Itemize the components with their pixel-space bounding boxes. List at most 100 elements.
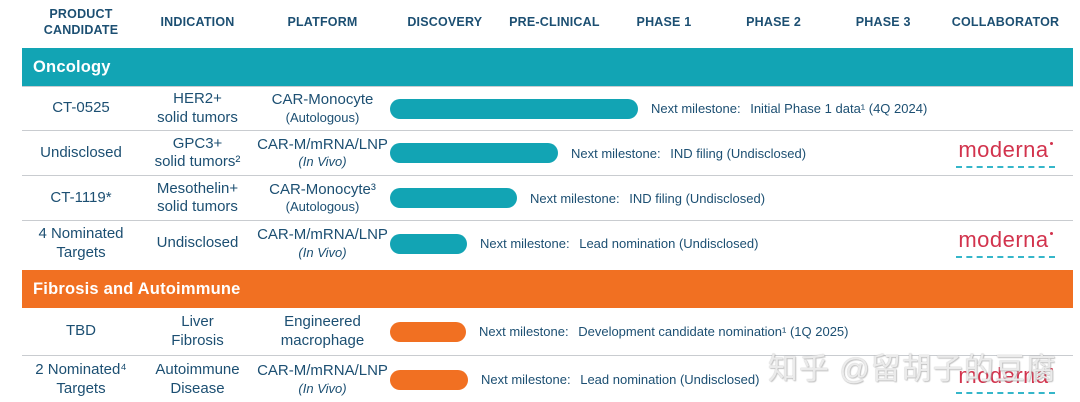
indication-cell: Undisclosed xyxy=(140,234,255,252)
milestone-text: Next milestone: Initial Phase 1 data¹ (4… xyxy=(651,101,927,116)
milestone-value: Lead nomination (Undisclosed) xyxy=(579,236,759,251)
milestone-text: Next milestone: Lead nomination (Undiscl… xyxy=(481,372,759,387)
indication-cell: GPC3+ solid tumors² xyxy=(140,135,255,172)
pipeline-row-ct-1119: CT-1119* Mesothelin+ solid tumors CAR-Mo… xyxy=(22,176,1073,221)
milestone-label: Next milestone: xyxy=(479,324,569,339)
milestone-label: Next milestone: xyxy=(481,372,571,387)
stage-progress-cell: Next milestone: Lead nomination (Undiscl… xyxy=(390,369,938,390)
col-header-phase-1: PHASE 1 xyxy=(636,14,692,29)
milestone-value: Lead nomination (Undisclosed) xyxy=(580,372,760,387)
milestone-value: Development candidate nomination¹ (1Q 20… xyxy=(578,324,849,339)
indication-line: Disease xyxy=(170,379,225,397)
section-title: Fibrosis and Autoimmune xyxy=(33,279,241,298)
progress-bar xyxy=(390,321,466,342)
indication-cell: Autoimmune Disease xyxy=(140,361,255,398)
product-candidate-cell: CT-0525 xyxy=(22,99,140,117)
indication-line: GPC3+ xyxy=(172,134,223,152)
section-header-oncology: Oncology xyxy=(22,48,1073,86)
col-header-collaborator: COLLABORATOR xyxy=(951,14,1060,29)
milestone-label: Next milestone: xyxy=(571,145,661,161)
product-candidate-cell: TBD xyxy=(22,322,140,340)
column-header-row: PRODUCT CANDIDATE INDICATION PLATFORM DI… xyxy=(22,0,1073,44)
section-oncology: Oncology CT-0525 HER2+ solid tumors CAR-… xyxy=(0,48,1080,266)
moderna-logo-text: moderna xyxy=(958,136,1049,162)
moderna-trademark-mark xyxy=(1049,232,1053,235)
product-candidate-cell: 2 Nominated⁴ Targets xyxy=(22,361,140,398)
product-line: Undisclosed xyxy=(40,143,122,161)
platform-subline: (In Vivo) xyxy=(298,154,347,170)
pipeline-row-2-nominated-targets: 2 Nominated⁴ Targets Autoimmune Disease … xyxy=(22,356,1073,402)
platform-cell: CAR-M/mRNA/LNP (In Vivo) xyxy=(255,136,390,170)
milestone-label: Next milestone: xyxy=(480,236,570,251)
collaborator-cell: moderna xyxy=(938,136,1073,168)
section-fibrosis-autoimmune: Fibrosis and Autoimmune TBD Liver Fibros… xyxy=(0,270,1080,402)
platform-line: CAR-Monocyte xyxy=(271,91,374,109)
indication-line: Mesothelin+ xyxy=(156,179,239,197)
col-header-phase-2: PHASE 2 xyxy=(746,14,802,29)
stage-progress-cell: Next milestone: IND filing (Undisclosed) xyxy=(390,188,938,208)
platform-cell: CAR-M/mRNA/LNP (In Vivo) xyxy=(255,362,390,396)
moderna-logo: moderna xyxy=(956,363,1055,394)
col-header-discovery: DISCOVERY xyxy=(407,14,483,29)
indication-line: solid tumors xyxy=(157,108,238,126)
stage-progress-cell: Next milestone: Initial Phase 1 data¹ (4… xyxy=(390,98,938,119)
col-header-pre-clinical: PRE-CLINICAL xyxy=(509,14,600,29)
milestone-value: Initial Phase 1 data¹ (4Q 2024) xyxy=(750,101,928,116)
col-header-line: PRODUCT xyxy=(49,6,113,21)
col-header-phase-3: PHASE 3 xyxy=(855,14,911,29)
progress-bar xyxy=(390,369,468,390)
stage-progress-cell: Next milestone: Lead nomination (Undiscl… xyxy=(390,233,938,254)
indication-line: solid tumors² xyxy=(154,153,241,170)
platform-line: CAR-M/mRNA/LNP xyxy=(257,135,388,153)
platform-line: CAR-Monocyte³ xyxy=(269,180,376,198)
product-line: 4 Nominated xyxy=(38,225,124,243)
col-header-platform: PLATFORM xyxy=(287,14,358,29)
moderna-logo-text: moderna xyxy=(958,363,1049,388)
platform-cell: CAR-M/mRNA/LNP (In Vivo) xyxy=(255,226,390,260)
product-line: CT-0525 xyxy=(52,99,110,117)
progress-bar xyxy=(390,98,638,119)
milestone-text: Next milestone: Development candidate no… xyxy=(479,324,849,339)
indication-cell: Mesothelin+ solid tumors xyxy=(140,180,255,217)
product-line: 2 Nominated⁴ xyxy=(35,361,127,379)
indication-line: Liver xyxy=(181,313,214,331)
platform-subline: (In Vivo) xyxy=(298,244,347,260)
platform-cell: Engineered macrophage xyxy=(255,313,390,350)
milestone-text: Next milestone: IND filing (Undisclosed) xyxy=(571,146,806,161)
stage-progress-cell: Next milestone: Development candidate no… xyxy=(390,321,938,342)
milestone-label: Next milestone: xyxy=(530,190,620,206)
indication-line: Fibrosis xyxy=(171,331,224,349)
collaborator-cell: moderna xyxy=(938,365,1073,394)
progress-bar xyxy=(390,188,517,208)
product-line: Targets xyxy=(56,379,106,397)
progress-bar xyxy=(390,233,467,254)
section-header-fibrosis-autoimmune: Fibrosis and Autoimmune xyxy=(22,270,1073,308)
moderna-logo: moderna xyxy=(956,136,1055,168)
moderna-trademark-mark xyxy=(1049,368,1053,371)
platform-cell: CAR-Monocyte³ (Autologous) xyxy=(255,181,390,215)
stage-progress-cell: Next milestone: IND filing (Undisclosed) xyxy=(390,143,938,163)
platform-subline: (Autologous) xyxy=(285,199,360,215)
pipeline-row-4-nominated-targets: 4 Nominated Targets Undisclosed CAR-M/mR… xyxy=(22,221,1073,266)
indication-line: HER2+ xyxy=(173,90,222,108)
indication-line: solid tumors xyxy=(157,198,238,215)
milestone-text: Next milestone: IND filing (Undisclosed) xyxy=(530,191,765,206)
product-line: CT-1119* xyxy=(50,188,112,206)
pipeline-row-tbd: TBD Liver Fibrosis Engineered macrophage… xyxy=(22,308,1073,356)
moderna-logo: moderna xyxy=(956,227,1055,258)
milestone-text: Next milestone: Lead nomination (Undiscl… xyxy=(480,236,758,251)
indication-cell: Liver Fibrosis xyxy=(140,313,255,350)
product-candidate-cell: 4 Nominated Targets xyxy=(22,225,140,262)
pipeline-row-gpc3: Undisclosed GPC3+ solid tumors² CAR-M/mR… xyxy=(22,131,1073,176)
platform-subline: (In Vivo) xyxy=(298,380,347,396)
pipeline-row-ct-0525: CT-0525 HER2+ solid tumors CAR-Monocyte … xyxy=(22,86,1073,131)
platform-line: Engineered xyxy=(284,313,361,331)
platform-subline: (Autologous) xyxy=(285,109,360,125)
indication-cell: HER2+ solid tumors xyxy=(140,90,255,127)
product-candidate-cell: CT-1119* xyxy=(22,189,140,207)
product-line: TBD xyxy=(66,322,96,340)
col-header-line: CANDIDATE xyxy=(43,23,119,37)
platform-line: CAR-M/mRNA/LNP xyxy=(257,226,388,244)
moderna-logo-text: moderna xyxy=(958,227,1049,252)
